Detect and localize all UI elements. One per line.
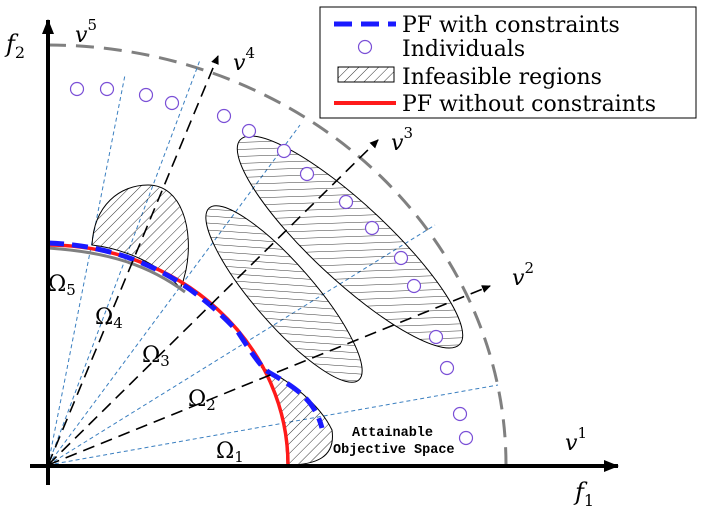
boundary-line-5 [47, 74, 126, 466]
region-label-4: Ω4 [95, 305, 123, 332]
boundary-line-4 [47, 59, 201, 466]
individuals [69, 81, 474, 446]
region-label-1: Ω1 [216, 439, 244, 466]
f2-axis-label: f2 [4, 30, 25, 62]
pf-gray-overlay [47, 246, 186, 294]
vector-label-3: v3 [391, 124, 413, 156]
legend-swatch-individuals [357, 39, 373, 55]
infeasible-regions [91, 135, 464, 466]
individual [276, 143, 292, 159]
vector-label-2: v2 [512, 259, 534, 291]
individual [216, 108, 232, 124]
pf-with-constraints-curve [47, 240, 325, 429]
vector-label-1: v1 [565, 424, 587, 456]
reference-vectors [47, 55, 491, 466]
individual [393, 250, 409, 266]
individual [99, 81, 115, 97]
reference-vector-4 [47, 55, 219, 466]
reference-vector-2 [47, 285, 491, 466]
legend-label-pf-with-constraints: PF with constraints [402, 13, 620, 38]
infeasible-region-top-left [91, 184, 189, 289]
region-label-3: Ω3 [142, 343, 170, 370]
legend-box [319, 6, 697, 119]
individual [458, 430, 474, 446]
individual [364, 220, 380, 236]
region-label-2: Ω2 [188, 387, 216, 414]
legend-label-pf-without-constraints: PF without constraints [402, 92, 656, 117]
reference-vector-3 [47, 139, 379, 466]
attainable-boundary-arc [47, 43, 508, 466]
individual [164, 95, 180, 111]
legend-label-individuals: Individuals [402, 37, 525, 62]
attainable-space-label-line2: Objective Space [333, 443, 455, 458]
vector-label-5: v5 [75, 16, 97, 48]
infeasible-region-upper [236, 135, 464, 349]
f1-axis-label: f1 [573, 478, 594, 510]
legend-label-infeasible: Infeasible regions [402, 65, 602, 90]
attainable-space-label-line1: Attainable [352, 426, 433, 441]
individual [439, 360, 455, 376]
legend-swatch-infeasible [337, 66, 395, 83]
individual [241, 123, 257, 139]
individual [428, 329, 444, 345]
individual [138, 87, 154, 103]
boundary-line-1 [47, 384, 499, 466]
individual [299, 166, 315, 182]
infeasible-region-middle [205, 205, 363, 383]
individual [338, 194, 354, 210]
individual [69, 81, 85, 97]
individual [452, 406, 468, 422]
legend: PF with constraints Individuals Infeasib… [319, 6, 697, 119]
region-label-5: Ω5 [48, 272, 76, 299]
infeasible-region-bottom [260, 366, 333, 466]
vector-label-4: v4 [233, 44, 255, 76]
individual [406, 278, 422, 294]
